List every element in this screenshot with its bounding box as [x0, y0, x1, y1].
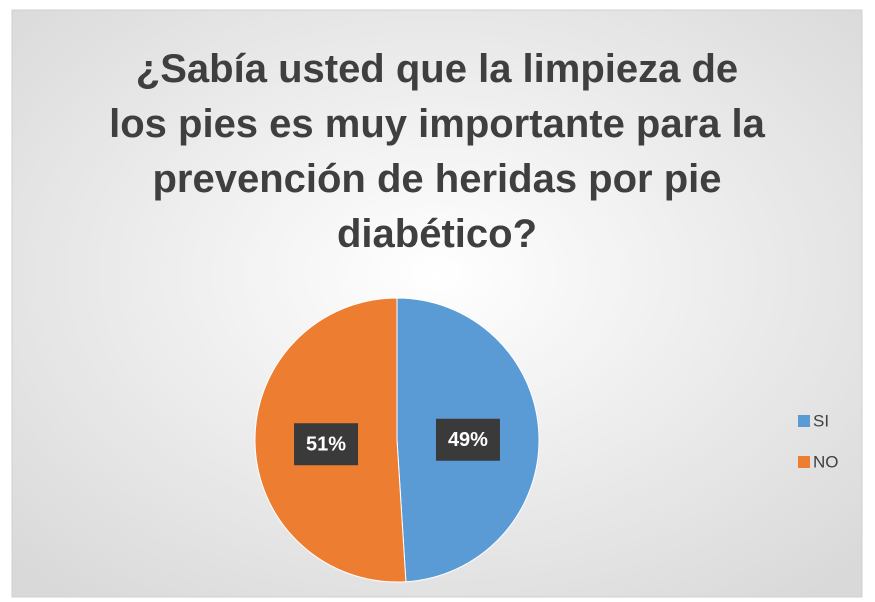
data-label: 49% [448, 429, 488, 451]
chart-title: ¿Sabía usted que la limpieza de los pies… [109, 47, 765, 256]
legend-swatch [798, 456, 810, 468]
data-label: 51% [306, 434, 346, 456]
data-label-box [435, 418, 500, 461]
legend-label: SI [813, 411, 829, 430]
data-label-box [294, 423, 359, 466]
legend-swatch [798, 415, 810, 427]
legend-label: NO [813, 452, 839, 471]
